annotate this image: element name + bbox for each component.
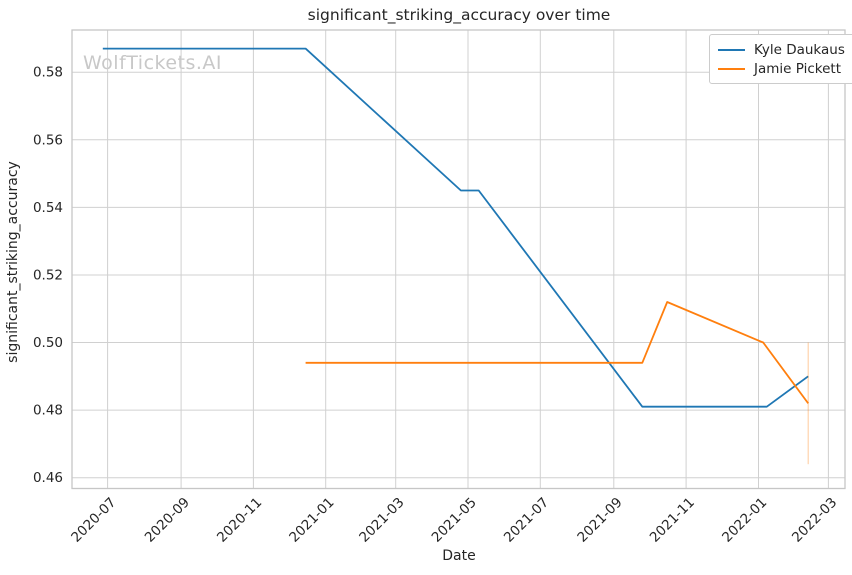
y-tick-label: 0.52 [33, 268, 63, 284]
legend: Kyle Daukaus Jamie Pickett [709, 34, 852, 84]
y-tick-label: 0.46 [33, 470, 63, 486]
x-tick-label: 2021-05 [429, 495, 480, 546]
y-tick-label: 0.56 [33, 132, 63, 148]
legend-line-sample-jamie-pickett [718, 67, 745, 70]
x-tick-label: 2021-09 [574, 495, 625, 546]
watermark: WolfTickets.AI [83, 52, 223, 74]
y-axis-label: significant_striking_accuracy [5, 161, 21, 363]
legend-item: Jamie Pickett [718, 60, 845, 77]
x-tick-label: 2021-03 [356, 495, 407, 546]
y-tick-label: 0.58 [33, 65, 63, 81]
x-tick-label: 2022-03 [789, 495, 840, 546]
x-tick-label: 2020-07 [68, 495, 119, 546]
series-line-jamie-pickett [305, 301, 809, 404]
series-line-kyle-daukaus [102, 47, 809, 408]
chart-title: significant_striking_accuracy over time [307, 6, 611, 24]
y-tick-label: 0.54 [33, 200, 63, 216]
legend-label: Jamie Pickett [754, 60, 841, 77]
y-tick-label: 0.48 [33, 403, 63, 419]
x-tick-label: 2021-01 [286, 495, 337, 546]
x-tick-label: 2020-11 [214, 495, 265, 546]
x-axis-label: Date [442, 548, 476, 564]
legend-item: Kyle Daukaus [718, 41, 845, 58]
legend-label: Kyle Daukaus [754, 41, 845, 58]
x-tick-label: 2022-01 [719, 495, 770, 546]
x-tick-label: 2020-09 [142, 495, 193, 546]
legend-line-sample-kyle-daukaus [718, 48, 745, 51]
x-tick-label: 2021-07 [501, 495, 552, 546]
x-tick-label: 2021-11 [647, 495, 698, 546]
y-tick-label: 0.50 [33, 335, 63, 351]
plot-border [71, 29, 846, 490]
